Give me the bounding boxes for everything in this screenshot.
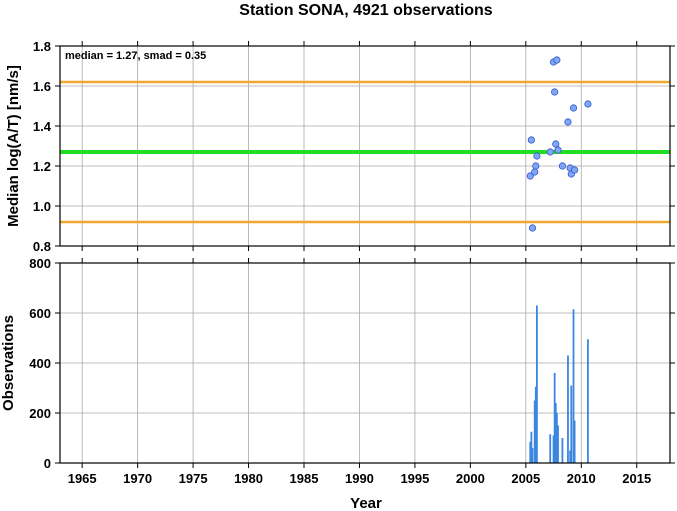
observations-panel-x-axis: 1965 1970 1975 1980 1985 1990 1995 2000 2005 2010… — [68, 41, 651, 486]
data-point — [569, 104, 578, 112]
y-tick-label: 800 — [29, 256, 51, 271]
observation-bar — [555, 413, 558, 463]
observation-bar — [572, 309, 575, 463]
data-point — [558, 162, 567, 170]
observation-bar — [561, 438, 564, 463]
observation-bar — [569, 450, 572, 463]
observations-panel-x-label: Year — [350, 495, 382, 511]
data-point — [526, 172, 534, 180]
data-point — [564, 118, 572, 126]
observation-bar — [549, 434, 552, 463]
x-tick-label: 2010 — [567, 471, 596, 486]
data-point — [584, 100, 592, 108]
data-point — [553, 56, 561, 64]
data-point — [552, 140, 560, 148]
observation-bar — [534, 386, 537, 463]
chart-title: Station SONA, 4921 observations — [239, 2, 493, 19]
median-panel-reference-lines — [60, 80, 670, 224]
y-tick-label: 1.2 — [33, 159, 51, 174]
observations-panel-bars — [529, 305, 589, 463]
x-tick-label: 1965 — [68, 471, 97, 486]
x-tick-label: 1975 — [179, 471, 208, 486]
data-point — [531, 168, 539, 176]
data-point — [554, 146, 562, 154]
observation-bar — [533, 400, 536, 463]
data-point — [528, 224, 537, 232]
median-panel-grid — [60, 45, 670, 247]
observation-bar — [529, 441, 532, 463]
observation-bar — [567, 355, 569, 463]
data-point — [546, 148, 554, 156]
y-tick-label: 1.4 — [33, 119, 52, 134]
y-tick-label: 1.0 — [33, 199, 51, 214]
median-panel: 0.8 1.0 1.2 1.4 1.6 1.8 median = 1.27, smad =… — [5, 39, 675, 254]
y-tick-label: 200 — [29, 406, 51, 421]
observation-bar — [531, 448, 534, 463]
observation-bar — [557, 425, 559, 463]
observation-bar — [573, 420, 576, 463]
data-point — [527, 136, 535, 144]
median-panel-annotation: median = 1.27, smad = 0.35 — [65, 50, 206, 62]
y-tick-label: 0 — [44, 456, 51, 471]
observation-bar — [530, 431, 533, 463]
x-tick-label: 1970 — [123, 471, 152, 486]
data-point — [532, 162, 540, 170]
median-panel-points — [526, 56, 592, 232]
x-tick-label: 2005 — [511, 471, 540, 486]
median-panel-y-axis: 0.8 1.0 1.2 1.4 1.6 1.8 — [33, 39, 675, 254]
observation-bar — [554, 403, 557, 463]
data-point — [551, 88, 559, 96]
x-tick-label: 2000 — [456, 471, 485, 486]
data-point — [571, 166, 579, 174]
y-tick-label: 400 — [29, 356, 51, 371]
observation-bar — [536, 305, 538, 463]
observations-panel-y-label: Observations — [0, 315, 17, 411]
x-tick-label: 1995 — [400, 471, 429, 486]
x-tick-label: 1985 — [290, 471, 319, 486]
median-panel-y-label: Median log(A/T) [nm/s] — [5, 65, 22, 227]
observation-bar — [587, 339, 589, 463]
observation-bar — [570, 385, 573, 463]
y-tick-label: 600 — [29, 306, 51, 321]
x-tick-label: 1980 — [234, 471, 263, 486]
x-tick-label: 1990 — [345, 471, 374, 486]
observations-panel-y-axis: 0 200 400 600 800 — [29, 256, 675, 471]
observation-bar — [553, 373, 556, 463]
observations-panel-grid — [60, 262, 670, 464]
data-point — [533, 152, 541, 160]
y-tick-label: 1.8 — [33, 39, 51, 54]
x-tick-label: 2015 — [622, 471, 651, 486]
median-panel-frame — [59, 45, 671, 247]
y-tick-label: 1.6 — [33, 79, 51, 94]
y-tick-label: 0.8 — [33, 239, 51, 254]
observation-bar — [552, 435, 555, 463]
